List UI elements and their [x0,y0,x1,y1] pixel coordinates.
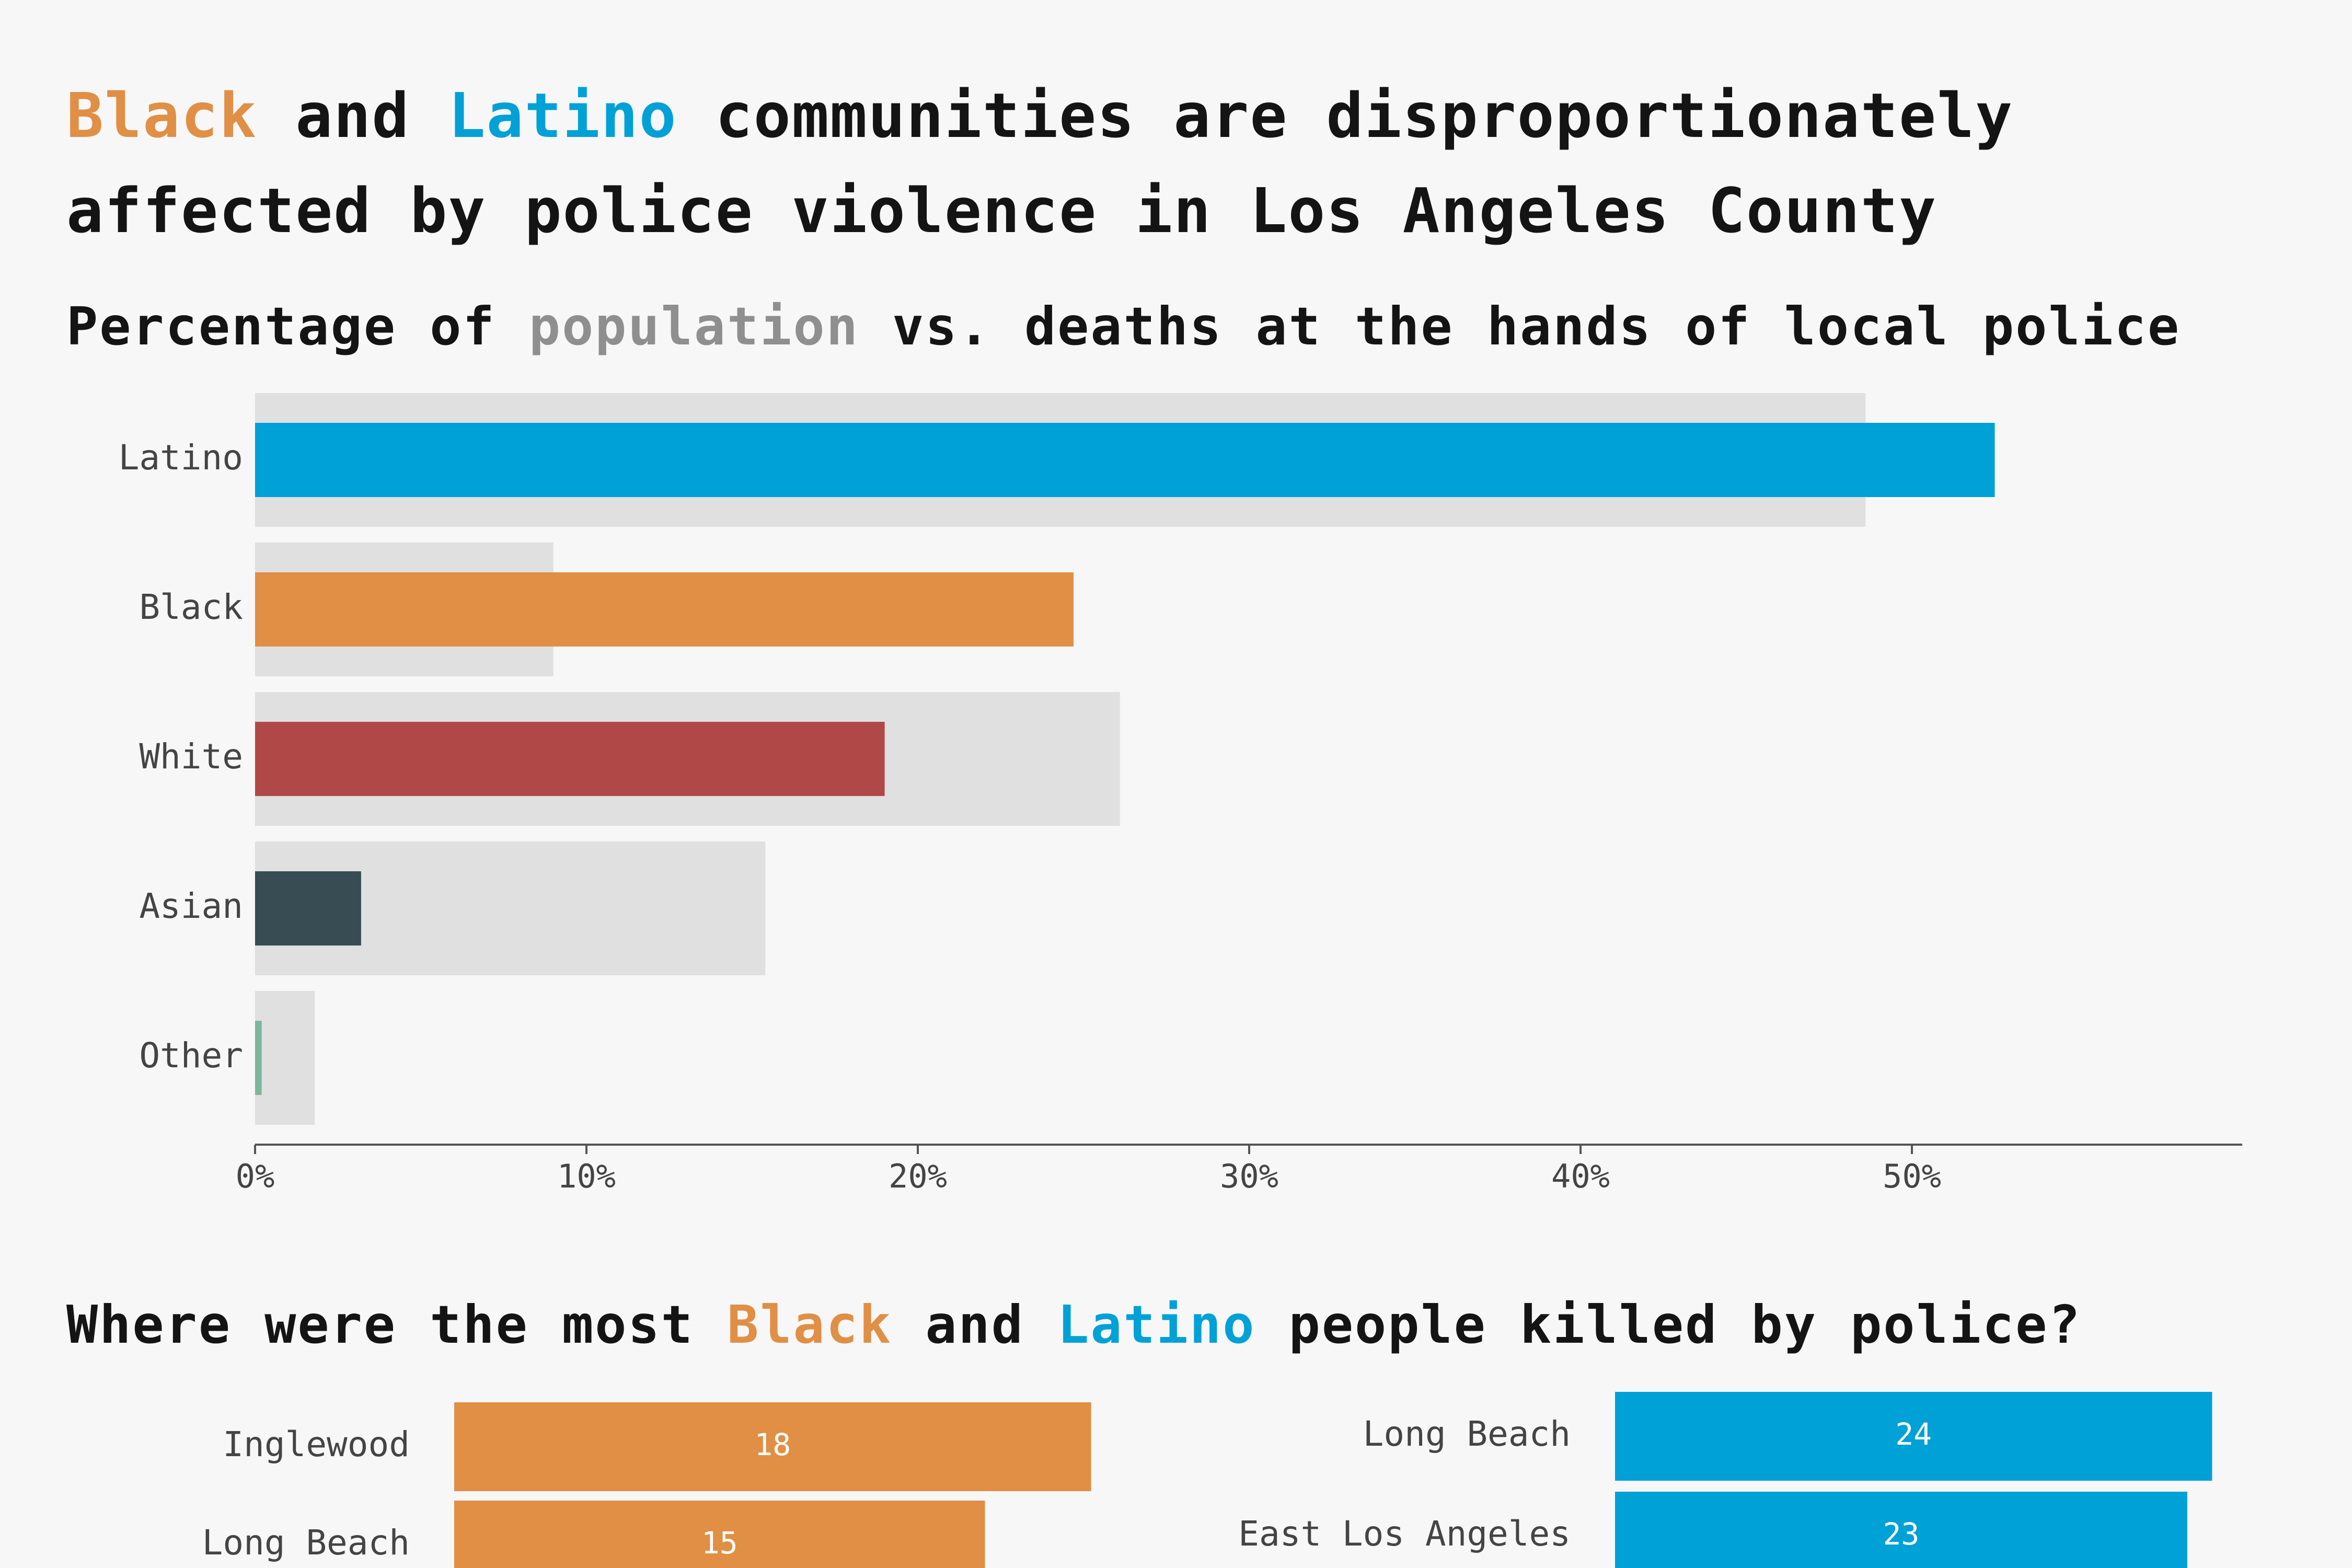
city-value-latino-long-beach: 24 [1895,1416,1932,1452]
headline: Black and Latino communities are disprop… [66,68,2235,258]
city-title-prefix: Where were the most [66,1294,728,1355]
headline-latino-word: Latino [448,79,677,152]
race-bar-chart: Latino Black White Asian Other 0% 10% 20% 30% 40%… [119,393,2242,1195]
city-label-latino-long-beach: Long Beach [1363,1414,1571,1454]
subtitle-prefix: Percentage of [66,296,529,357]
deaths-bar-other [255,1021,262,1095]
city-title-latino-word: Latino [1057,1294,1256,1355]
city-title-suffix: people killed by police? [1255,1294,2082,1355]
subtitle-population-word: population [528,296,859,357]
headline-rest: communities are disproportionately affec… [66,79,2014,247]
city-bar-black-inglewood [454,1402,1091,1491]
city-value-black-inglewood: 18 [754,1427,791,1462]
city-value-black-long-beach: 15 [701,1525,738,1561]
deaths-bar-asian [255,871,361,946]
city-section-title: Where were the most Black and Latino peo… [66,1288,2262,1362]
subtitle-suffix: vs. deaths at the hands of local police [859,296,2181,357]
city-title-black-word: Black [727,1294,893,1355]
category-label-other: Other [139,1035,243,1076]
x-tick-label-30: 30% [1220,1157,1278,1195]
population-bar-other [255,991,315,1125]
category-label-white: White [139,736,243,777]
city-label-black-long-beach: Long Beach [202,1523,410,1563]
city-bar-latino-east-los-angeles [1615,1492,2187,1568]
category-label-latino: Latino [119,437,243,478]
category-label-asian: Asian [139,886,243,926]
city-bar-latino-long-beach [1615,1392,2212,1481]
headline-black-word: Black [66,79,258,152]
chart-subtitle: Percentage of population vs. deaths at t… [66,290,2262,363]
category-label-black: Black [139,587,243,627]
city-title-and: and [892,1294,1058,1355]
deaths-bar-white [255,722,885,796]
deaths-bar-latino [255,423,1995,497]
x-tick-label-20: 20% [889,1157,947,1195]
deaths-bar-black [255,572,1074,647]
headline-and: and [257,79,448,152]
city-value-latino-east-los-angeles: 23 [1883,1516,1919,1552]
city-label-black-inglewood: Inglewood [223,1424,410,1465]
x-tick-label-40: 40% [1551,1157,1610,1195]
x-tick-label-10: 10% [557,1157,616,1195]
city-bar-black-long-beach [454,1501,985,1568]
x-tick-label-50: 50% [1883,1157,1941,1195]
x-tick-label-0: 0% [236,1157,275,1195]
city-label-latino-east-los-angeles: East Los Angeles [1238,1514,1571,1554]
